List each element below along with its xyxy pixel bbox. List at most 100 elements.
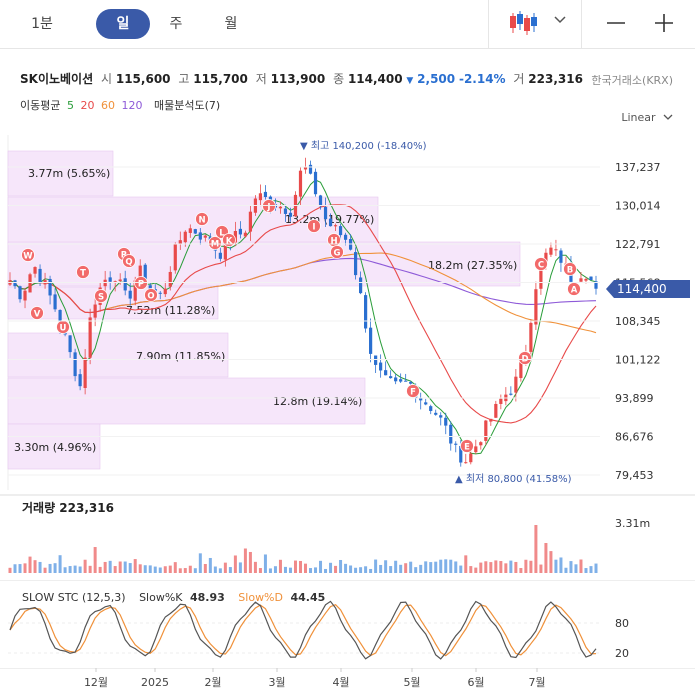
candle	[83, 349, 87, 395]
period-day[interactable]: 일	[96, 9, 150, 39]
svg-text:SLOW STC (12,5,3) Slow%K: SLOW STC (12,5,3) Slow%K 48.93 Slow%D 44…	[22, 591, 325, 604]
signal-marker[interactable]: T	[76, 265, 90, 279]
signal-marker-letter: G	[334, 249, 341, 259]
current-price-value: 114,400	[617, 282, 667, 296]
signal-marker[interactable]: W	[21, 248, 35, 262]
zoom-out-button[interactable]	[588, 0, 644, 48]
signal-marker[interactable]: S	[94, 289, 108, 303]
stochastic-chart[interactable]: SLOW STC (12,5,3) Slow%K 48.93 Slow%D 44…	[0, 580, 695, 668]
low-value: 113,900	[270, 72, 326, 86]
candle	[494, 400, 498, 419]
volume-bar	[569, 561, 573, 573]
signal-marker-letter: R	[121, 251, 128, 261]
volume-bar	[509, 560, 513, 573]
volume-bar	[364, 566, 368, 573]
change-value: 2,500	[417, 72, 456, 86]
date-tick-label: 3월	[268, 676, 285, 689]
candle	[128, 282, 132, 306]
candle	[218, 247, 222, 262]
volume-bar	[228, 567, 232, 573]
signal-marker[interactable]: N	[195, 212, 209, 226]
date-axis: 12월 2025 2월 3월 4월 5월 6월 7월	[0, 668, 695, 689]
signal-marker-letter: N	[198, 216, 205, 226]
candle	[404, 373, 408, 382]
candle	[318, 194, 323, 210]
price-tick-label: 122,791	[615, 238, 661, 251]
volume-bar	[499, 561, 503, 573]
period-1min[interactable]: 1분	[31, 16, 53, 32]
ma-label: 이동평균	[20, 99, 61, 112]
signal-marker-letter: S	[98, 293, 104, 303]
volume-bar	[419, 564, 423, 573]
signal-marker[interactable]: G	[330, 245, 344, 259]
open-value: 115,600	[115, 72, 171, 86]
signal-marker-letter: I	[312, 223, 315, 233]
candle	[469, 449, 473, 465]
stc-tick-20: 20	[615, 647, 629, 660]
volume-bar	[424, 561, 428, 573]
volume-bar	[238, 562, 242, 573]
period-month[interactable]: 월	[224, 16, 238, 32]
volume-profile-label: 12.8m (19.14%)	[273, 395, 362, 408]
chart-type-selector[interactable]	[488, 0, 582, 48]
minus-icon	[607, 22, 625, 24]
signal-marker[interactable]: A	[567, 282, 581, 296]
price-chart[interactable]: 3.77m (5.65%)13.2m (19.77%)18.2m (27.35%…	[0, 135, 695, 495]
ma-60: 60	[100, 99, 115, 112]
signal-marker[interactable]: V	[30, 306, 44, 320]
volume-bar	[193, 568, 197, 573]
volume-bar	[198, 553, 202, 573]
volume-bar	[143, 565, 147, 573]
volume-bar	[113, 566, 117, 573]
signal-marker[interactable]: H	[327, 233, 341, 247]
scale-mode-dropdown[interactable]: Linear	[621, 111, 673, 124]
candle	[163, 281, 167, 298]
volume-bar	[203, 563, 207, 573]
signal-marker[interactable]: D	[518, 351, 532, 365]
volume-bar	[183, 568, 187, 573]
indicator-legend[interactable]: 이동평균 5 20 60 120 매물분석도(7)	[20, 97, 220, 113]
signal-marker[interactable]: B	[563, 262, 577, 276]
signal-marker[interactable]: E	[460, 439, 474, 453]
candle	[429, 404, 433, 415]
volume-bar	[83, 559, 87, 573]
candle	[394, 373, 398, 385]
signal-marker[interactable]: I	[307, 219, 321, 233]
signal-marker[interactable]: O	[144, 288, 158, 302]
volume-bar	[148, 565, 152, 573]
period-week[interactable]: 주	[169, 16, 183, 32]
volume-bar	[319, 560, 323, 573]
candle	[168, 266, 172, 291]
candle	[48, 275, 52, 305]
candle	[323, 197, 328, 227]
zoom-in-button[interactable]	[636, 0, 692, 48]
candle	[158, 291, 162, 300]
volume-bar	[138, 564, 142, 573]
signal-marker[interactable]: U	[56, 320, 70, 334]
volume-bar	[23, 563, 27, 573]
volume-bar	[554, 559, 558, 573]
volume-bar	[444, 559, 448, 573]
volume-bar	[48, 563, 52, 573]
scale-mode-value: Linear	[621, 111, 656, 124]
signal-marker[interactable]: K	[222, 233, 236, 247]
signal-marker[interactable]: F	[406, 384, 420, 398]
volume-bar	[298, 560, 302, 573]
stock-info-row: SK이노베이션 시 115,600 고 115,700 저 113,900 종 …	[20, 70, 583, 87]
volume-bar	[384, 560, 388, 573]
volume-chart[interactable]: 거래량 223,316 3.31m	[0, 494, 695, 576]
signal-marker-letter: O	[147, 292, 154, 302]
volume-bar	[404, 563, 408, 573]
candle	[589, 276, 593, 281]
volume-bar	[233, 555, 237, 573]
signal-marker[interactable]: C	[534, 257, 548, 271]
candle	[419, 392, 423, 410]
volume-profile-bar	[7, 423, 101, 470]
volume-profile-bar	[7, 377, 366, 425]
candle	[549, 242, 553, 258]
volume-bar	[8, 567, 12, 573]
signal-marker[interactable]: Q	[122, 254, 136, 268]
stock-name: SK이노베이션	[20, 72, 94, 86]
volume-label: 거	[513, 72, 525, 86]
candle	[173, 242, 177, 274]
